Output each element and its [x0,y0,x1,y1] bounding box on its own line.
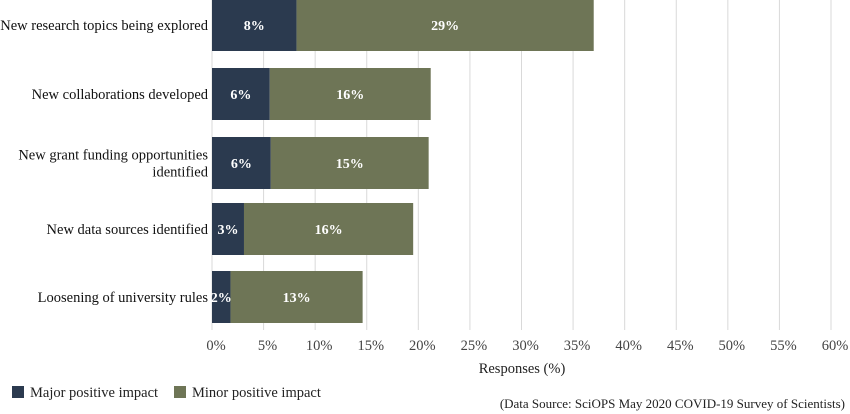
bar-value-label: 13% [283,291,311,306]
category-label: New grant funding opportunities [18,148,208,164]
bar-value-label: 2% [211,291,232,306]
bar-value-label: 16% [315,223,343,238]
category-label: New collaborations developed [32,87,209,103]
x-tick-label: 20% [409,338,436,354]
x-tick-label: 35% [564,338,591,354]
bar-value-label: 16% [336,88,364,103]
bar-value-label: 6% [231,157,252,172]
bar-value-label: 29% [431,19,459,34]
category-labels: New research topics being explored New co… [0,18,209,306]
x-tick-label: 10% [306,338,333,354]
legend-swatch [12,386,24,398]
legend-label: Minor positive impact [192,385,321,401]
bar-major-positive [212,137,271,189]
legend-swatch [174,386,186,398]
bar-value-label: 8% [244,19,265,34]
category-label: New data sources identified [47,222,209,238]
legend: Major positive impact Minor positive impa… [12,385,321,401]
x-tick-label: 55% [770,338,797,354]
bar-value-label: 3% [217,223,238,238]
data-source-note: (Data Source: SciOPS May 2020 COVID-19 S… [500,396,845,411]
bar-value-label: 6% [230,88,251,103]
bar-minor-positive [270,137,429,189]
bar-minor-positive [269,68,431,120]
x-axis-title: Responses (%) [479,361,566,377]
x-tick-label: 25% [461,338,488,354]
bar-minor-positive [243,203,414,255]
x-tick-label: 0% [206,338,225,354]
bar-value-label: 15% [336,157,364,172]
category-label: Loosening of university rules [38,290,209,306]
bar-major-positive [212,0,297,51]
bars: 8% 29% 6% 16% 6% 15% 3% 16% 2% 13% [211,0,594,323]
x-tick-label: 40% [615,338,642,354]
x-tick-label: 50% [719,338,746,354]
bar-major-positive [212,271,231,323]
bar-minor-positive [296,0,594,51]
bar-major-positive [212,68,270,120]
legend-label: Major positive impact [30,385,158,401]
x-tick-label: 60% [822,338,849,354]
x-tick-labels: 0% 5% 10% 15% 20% 25% 30% 35% 40% 45% 50% 55% 60% [206,338,848,354]
category-label: identified [152,165,208,181]
x-tick-label: 45% [667,338,694,354]
x-tick-label: 15% [357,338,384,354]
x-tick-label: 5% [258,338,277,354]
category-label: New research topics being explored [0,18,209,34]
bar-major-positive [212,203,244,255]
bar-minor-positive [230,271,363,323]
x-tick-label: 30% [512,338,539,354]
